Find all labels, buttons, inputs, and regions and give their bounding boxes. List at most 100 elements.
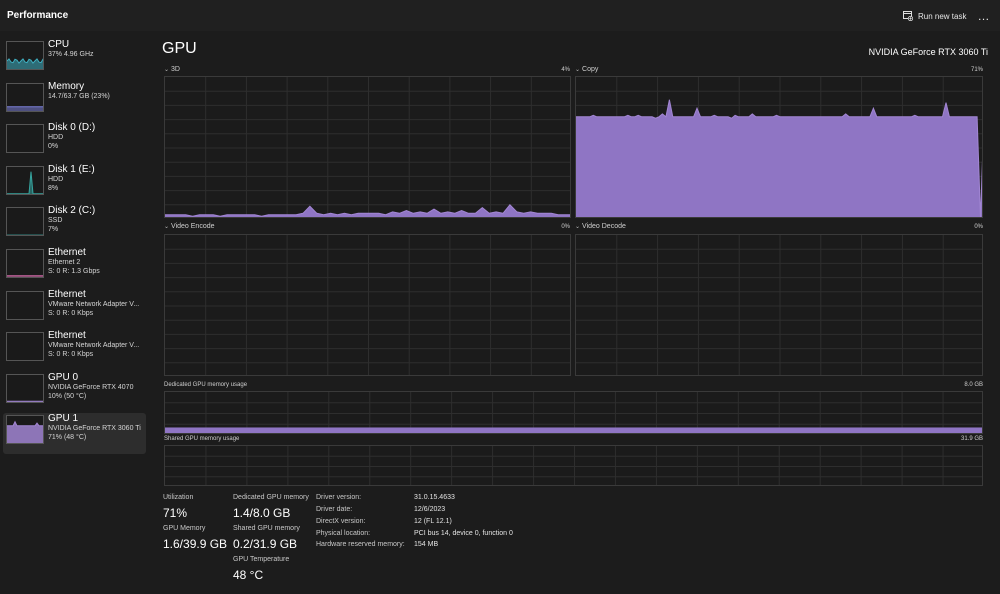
thumbnail-chart	[7, 275, 43, 277]
engine-selector-3d[interactable]: ⌄ 3D	[164, 66, 180, 73]
chevron-down-icon: ⌄	[575, 67, 581, 73]
sidebar-item-cpu[interactable]: CPU 37% 4.96 GHz	[3, 39, 146, 80]
shared-memory-stat-value: 0.2/31.9 GB	[233, 537, 298, 551]
shared-memory-graph	[164, 445, 983, 486]
thumbnail-chart	[7, 234, 44, 236]
driver-date-label: Driver date:	[316, 506, 353, 513]
physical-location-label: Physical location:	[316, 530, 371, 537]
thumbnail-chart	[7, 105, 43, 111]
gpu-temperature-value: 48 °C	[233, 568, 264, 582]
dedicated-memory-stat-value: 1.4/8.0 GB	[233, 506, 291, 520]
sidebar-thumbnail-graph	[6, 165, 44, 195]
sidebar-item-subtitle: HDD	[48, 134, 64, 142]
sidebar-item-detail: 0%	[48, 143, 59, 151]
gpu-memory-value: 1.6/39.9 GB	[163, 537, 228, 551]
sidebar-item-gpu-1[interactable]: GPU 1 NVIDIA GeForce RTX 3060 Ti 71% (48 °…	[3, 413, 146, 455]
sidebar-thumbnail-graph	[6, 207, 44, 237]
usage-line	[165, 204, 570, 217]
engine-graph-video-decode	[575, 234, 983, 376]
sidebar-item-gpu-0[interactable]: GPU 0 NVIDIA GeForce RTX 4070 10% (50 °C)	[3, 372, 146, 413]
chevron-down-icon: ⌄	[575, 224, 581, 230]
sidebar-thumbnail-graph	[6, 124, 44, 154]
run-new-task-button[interactable]: Run new task	[897, 6, 972, 26]
sidebar-item-title: Ethernet	[48, 330, 86, 342]
sidebar-item-subtitle: VMware Network Adapter V...	[48, 342, 140, 350]
reserved-memory-label: Hardware reserved memory:	[316, 541, 405, 548]
sidebar-item-subtitle: SSD	[48, 217, 63, 225]
engine-graph-copy	[575, 76, 983, 218]
usage-area	[165, 204, 570, 217]
sidebar-item-ethernet-3[interactable]: Ethernet VMware Network Adapter V... S: 0 …	[3, 330, 146, 371]
engine-selector-video-encode[interactable]: ⌄ Video Encode	[164, 223, 215, 230]
thumbnail-chart	[7, 421, 43, 444]
gpu-temperature-label: GPU Temperature	[233, 556, 290, 563]
thumbnail-area	[7, 235, 44, 236]
dedicated-memory-graph	[164, 391, 983, 434]
sidebar-item-disk-0[interactable]: Disk 0 (D:) HDD 0%	[3, 122, 146, 163]
physical-location-value: PCI bus 14, device 0, function 0	[414, 530, 513, 537]
sidebar-item-subtitle: Ethernet 2	[48, 259, 81, 266]
utilization-value: 71%	[163, 506, 188, 520]
more-options-button[interactable]: …	[977, 9, 991, 23]
engine-selector-copy[interactable]: ⌄ Copy	[575, 66, 598, 73]
sidebar-item-detail: 10% (50 °C)	[48, 392, 87, 400]
shared-memory-stat-label: Shared GPU memory	[233, 525, 300, 532]
thumbnail-area	[7, 171, 43, 194]
engine-selector-video-decode[interactable]: ⌄ Video Decode	[575, 223, 626, 230]
run-task-icon	[903, 11, 913, 21]
engine-label: Copy	[582, 66, 599, 73]
sidebar-item-subtitle: NVIDIA GeForce RTX 3060 Ti	[48, 425, 141, 433]
sidebar: CPU 37% 4.96 GHz Memory 14.7/63.7 GB (23%) D…	[0, 31, 150, 594]
sidebar-thumbnail-graph	[6, 82, 44, 112]
thumbnail-chart	[7, 292, 44, 320]
engine-chart-video-decode	[576, 235, 982, 375]
driver-version-label: Driver version:	[316, 494, 362, 501]
engine-chart-3d	[165, 77, 570, 217]
sidebar-item-detail: 71% (48 °C)	[48, 434, 87, 442]
sidebar-item-ethernet-2[interactable]: Ethernet VMware Network Adapter V... S: 0 …	[3, 289, 146, 330]
sidebar-item-title: Ethernet	[48, 288, 86, 300]
chevron-down-icon: ⌄	[164, 67, 170, 73]
thumbnail-line	[7, 421, 43, 427]
sidebar-item-memory[interactable]: Memory 14.7/63.7 GB (23%)	[3, 81, 146, 122]
usage-line	[576, 99, 982, 217]
engine-label: 3D	[171, 66, 180, 73]
shared-memory-chart	[165, 446, 982, 485]
main-panel: GPU NVIDIA GeForce RTX 3060 Ti ⌄ 3D 4% ⌄…	[150, 31, 1000, 594]
sidebar-item-detail: 8%	[48, 184, 59, 192]
sidebar-item-subtitle: VMware Network Adapter V...	[48, 300, 140, 308]
sidebar-item-ethernet-1[interactable]: Ethernet Ethernet 2 S: 0 R: 1.3 Gbps	[3, 247, 146, 288]
sidebar-item-title: Memory	[48, 80, 85, 92]
dedicated-memory-stat-label: Dedicated GPU memory	[233, 494, 309, 501]
dedicated-memory-chart	[165, 392, 982, 433]
sidebar-thumbnail-graph	[6, 332, 44, 362]
engine-max-percent: 4%	[561, 67, 570, 73]
sidebar-item-title: GPU 0	[48, 371, 79, 383]
dedicated-memory-max: 8.0 GB	[964, 382, 983, 388]
title-bar: Performance Run new task …	[0, 0, 1000, 31]
utilization-label: Utilization	[163, 494, 194, 501]
engine-chart-copy	[576, 77, 982, 217]
thumbnail-chart	[7, 171, 43, 194]
gpu-model-name: NVIDIA GeForce RTX 3060 Ti	[868, 47, 988, 57]
sidebar-item-title: Disk 2 (C:)	[48, 205, 96, 217]
sidebar-item-detail: S: 0 R: 0 Kbps	[48, 351, 94, 359]
gpu-memory-label: GPU Memory	[163, 525, 206, 532]
engine-graph-video-encode	[164, 234, 571, 376]
sidebar-item-title: Disk 1 (E:)	[48, 163, 95, 175]
engine-label: Video Decode	[582, 223, 626, 230]
reserved-memory-value: 154 MB	[414, 541, 439, 548]
sidebar-item-title: Disk 0 (D:)	[48, 122, 96, 134]
sidebar-item-subtitle: 37% 4.96 GHz	[48, 51, 94, 58]
sidebar-item-disk-2[interactable]: Disk 2 (C:) SSD 7%	[3, 205, 146, 246]
engine-max-percent: 0%	[561, 224, 570, 230]
thumbnail-area	[7, 106, 43, 111]
sidebar-item-disk-1[interactable]: Disk 1 (E:) HDD 8%	[3, 164, 146, 205]
sidebar-item-title: Ethernet	[48, 247, 86, 258]
sidebar-item-subtitle: 14.7/63.7 GB (23%)	[48, 92, 110, 100]
sidebar-thumbnail-graph	[6, 290, 44, 320]
sidebar-item-subtitle: HDD	[48, 175, 64, 183]
sidebar-item-detail: S: 0 R: 1.3 Gbps	[48, 268, 100, 275]
shared-memory-max: 31.9 GB	[960, 436, 983, 442]
page-heading: GPU	[162, 40, 197, 57]
